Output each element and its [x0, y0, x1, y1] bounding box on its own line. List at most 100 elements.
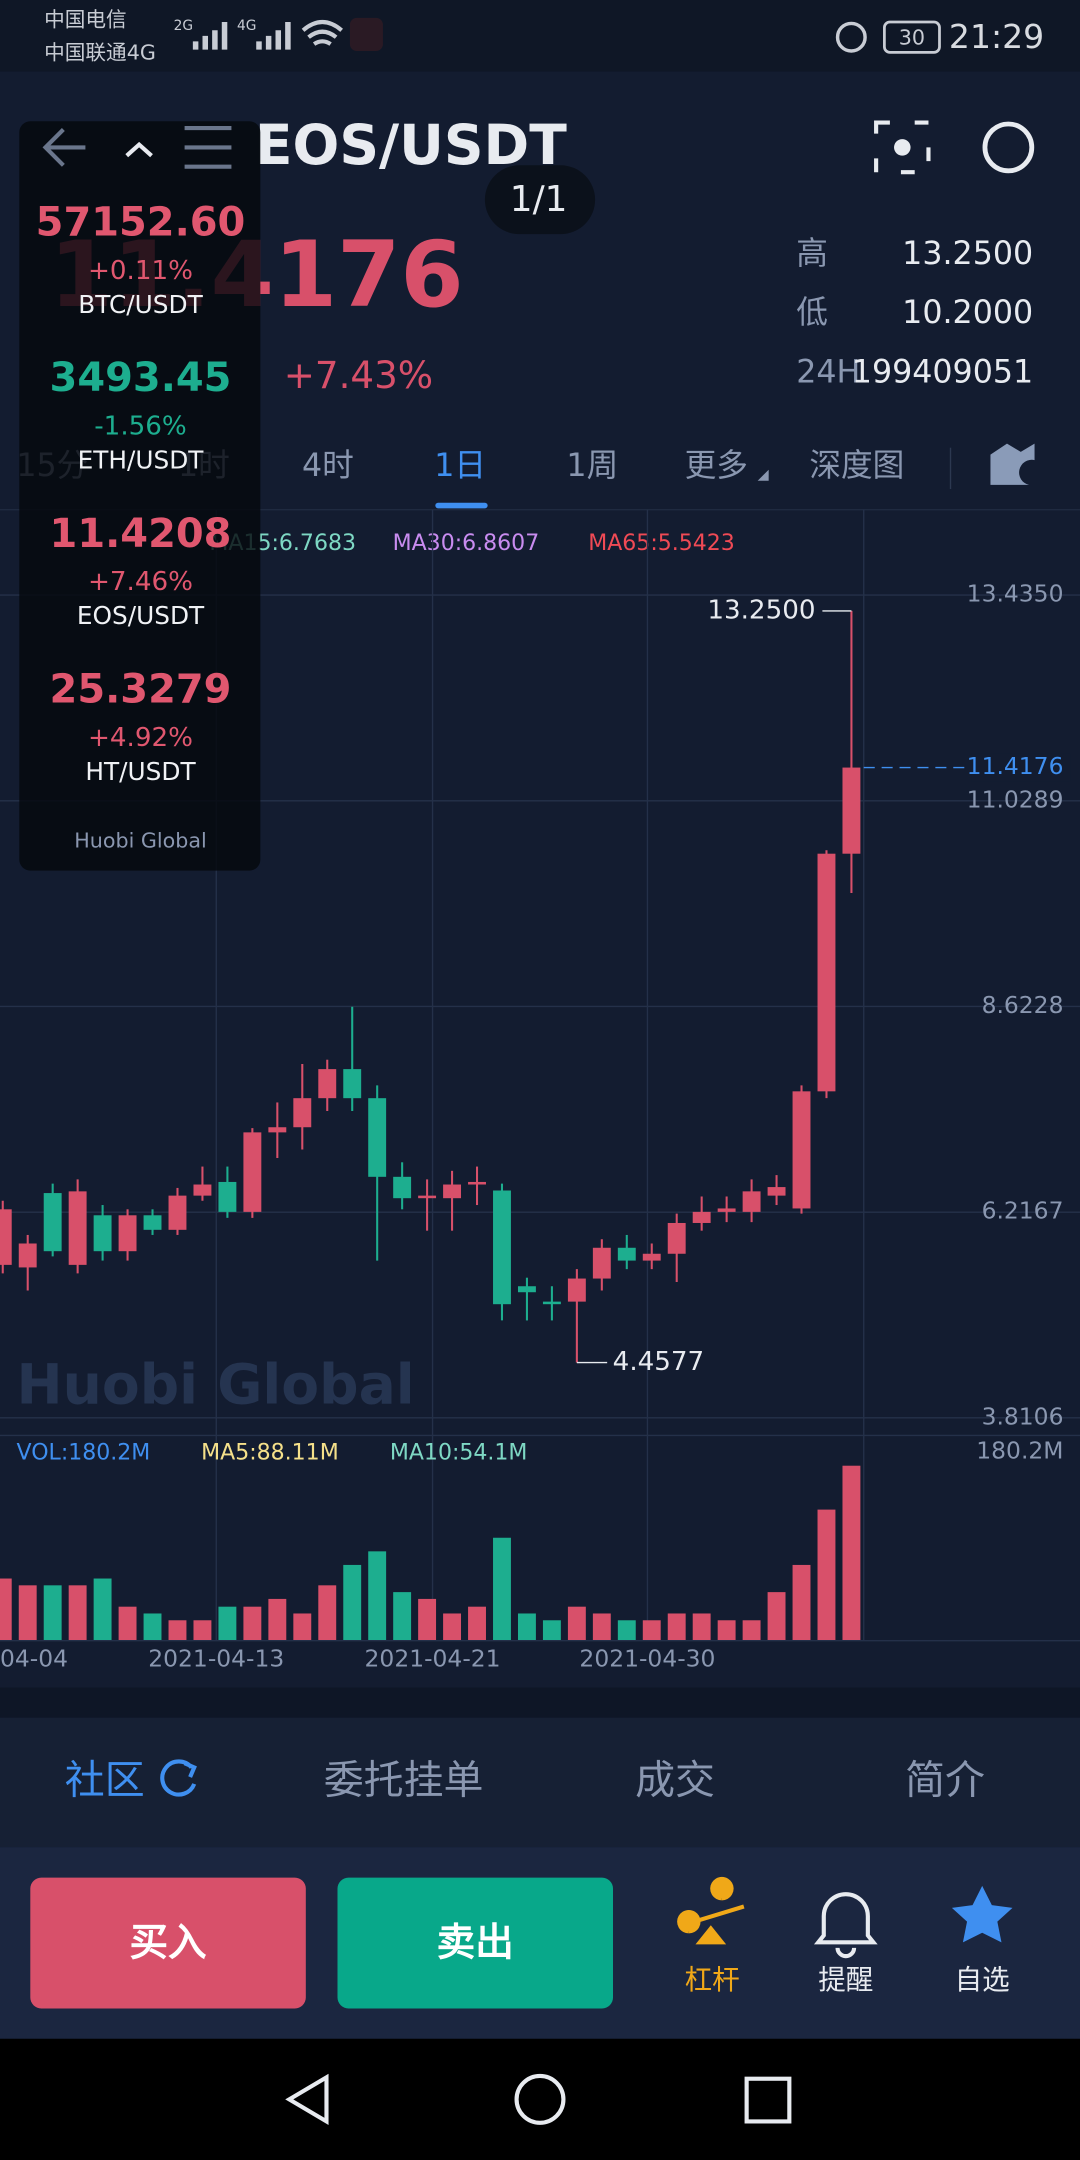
y-tick-label: 13.4350 — [967, 580, 1064, 608]
volume-bar — [817, 1509, 836, 1641]
network: 4G — [237, 18, 256, 34]
ticker-pair[interactable]: ETH/USDT — [78, 445, 205, 474]
volume-bar — [592, 1613, 611, 1641]
low-label: 低 — [796, 295, 828, 331]
alarm-icon — [835, 21, 867, 53]
battery — [883, 20, 941, 54]
separator — [0, 1687, 1080, 1718]
candle-body — [193, 1184, 212, 1196]
alert-icon[interactable] — [813, 1892, 878, 1959]
candle-body — [18, 1243, 37, 1268]
bottom-tab[interactable]: 委托挂单 — [324, 1758, 484, 1804]
candle-body — [493, 1190, 511, 1305]
ticker-pair[interactable]: EOS/USDT — [77, 601, 205, 630]
volume-bar — [243, 1606, 262, 1641]
ticker-change: +7.46% — [88, 567, 193, 597]
refresh-icon[interactable] — [160, 1759, 197, 1797]
candle-body — [767, 1187, 786, 1196]
leverage-icon[interactable] — [677, 1876, 745, 1945]
overlay-collapse[interactable] — [125, 141, 153, 158]
leverage-label: 杠杆 — [685, 1964, 740, 1996]
volume-bar — [617, 1620, 636, 1641]
ticker-pair[interactable]: BTC/USDT — [78, 290, 203, 319]
candle-body — [817, 853, 836, 1092]
period-tab[interactable]: 1周 — [566, 448, 618, 484]
candle-body — [517, 1286, 536, 1293]
ticker-overlay: 57152.60 +0.11% BTC/USDT 3493.45 -1.56% ETH/U… — [19, 121, 261, 871]
buy-button[interactable] — [30, 1877, 306, 2009]
volume-bar — [667, 1613, 686, 1641]
volume-bar — [0, 1578, 12, 1641]
volume-bar — [642, 1620, 661, 1641]
volume-bar — [218, 1606, 237, 1641]
last-price-bg — [971, 753, 1071, 782]
overlay-brand: Huobi Global — [74, 829, 207, 853]
bottom-tab[interactable]: 简介 — [905, 1758, 985, 1804]
volume-legend: MA5:88.11M — [201, 1440, 339, 1465]
volume-bar — [193, 1620, 212, 1641]
candle-body — [792, 1091, 811, 1209]
bottom-tab[interactable]: 成交 — [635, 1758, 715, 1804]
nav-bar — [0, 2038, 1080, 2160]
settings-icon[interactable] — [990, 443, 1035, 485]
candle-body — [318, 1069, 337, 1099]
candle-body — [468, 1181, 486, 1185]
high-label: 13.2500 — [707, 595, 815, 625]
high-label: 高 — [796, 236, 828, 272]
volume-bar — [68, 1585, 87, 1641]
share-icon[interactable] — [982, 121, 1035, 174]
volume-bar — [368, 1551, 387, 1641]
favorite-label: 自选 — [955, 1964, 1010, 1996]
volume-bar — [293, 1613, 312, 1641]
candle-body — [0, 1209, 12, 1265]
candle-body — [293, 1098, 312, 1128]
volume-bar — [43, 1585, 62, 1641]
volume-bar — [792, 1564, 811, 1641]
buy-label: 买入 — [129, 1921, 206, 1966]
nav-home[interactable] — [514, 2073, 566, 2125]
bottom-tabs — [0, 1717, 1080, 1848]
tab-underline — [435, 502, 488, 509]
x-tick-label: 2021-04-30 — [579, 1644, 715, 1672]
period-tab[interactable]: 更多 — [685, 448, 748, 484]
y-tick-label: 6.2167 — [982, 1197, 1064, 1225]
sell-button[interactable] — [337, 1877, 614, 2009]
x-tick-label: 2021-04-13 — [148, 1644, 284, 1672]
nav-back[interactable] — [285, 2073, 329, 2126]
candle-body — [642, 1253, 661, 1261]
volume-bar — [842, 1465, 861, 1641]
ma-legend: MA30:6.8607 — [393, 531, 540, 556]
volume-bar — [517, 1613, 536, 1641]
volume-bar — [343, 1564, 362, 1641]
bottom-tab[interactable]: 社区 — [65, 1758, 145, 1804]
candle-body — [667, 1222, 686, 1254]
volume-legend: VOL:180.2M — [17, 1440, 151, 1465]
ticker-price: 57152.60 — [36, 200, 246, 246]
candle-body — [43, 1193, 62, 1252]
volume-bar — [767, 1592, 786, 1641]
screenshot-dot — [894, 139, 911, 156]
candle-body — [93, 1215, 112, 1252]
nav-recent[interactable] — [744, 2076, 792, 2124]
period-tab[interactable]: 1日 — [434, 448, 486, 484]
app-icon — [349, 17, 383, 51]
ticker-pair[interactable]: HT/USDT — [85, 757, 196, 786]
volume-bar — [143, 1613, 162, 1641]
carrier: 中国联通4G — [44, 41, 156, 65]
period-tab[interactable]: 深度图 — [809, 448, 904, 484]
overlay-back[interactable] — [42, 128, 86, 167]
ma-legend: MA65:5.5423 — [588, 531, 735, 556]
screenshot-icon[interactable] — [874, 120, 931, 175]
volume-bar — [493, 1537, 511, 1641]
volume-bar — [542, 1620, 561, 1641]
last-price-label: 11.4176 — [967, 752, 1064, 780]
period-tab[interactable]: 4时 — [302, 448, 354, 484]
ticker-change: -1.56% — [94, 412, 187, 442]
low-value: 10.2000 — [902, 295, 1033, 331]
dropdown-arrow — [757, 469, 769, 481]
favorite-icon[interactable] — [951, 1885, 1013, 1943]
x-tick-label: 2021-04-21 — [365, 1644, 501, 1672]
candle-body — [118, 1215, 137, 1252]
